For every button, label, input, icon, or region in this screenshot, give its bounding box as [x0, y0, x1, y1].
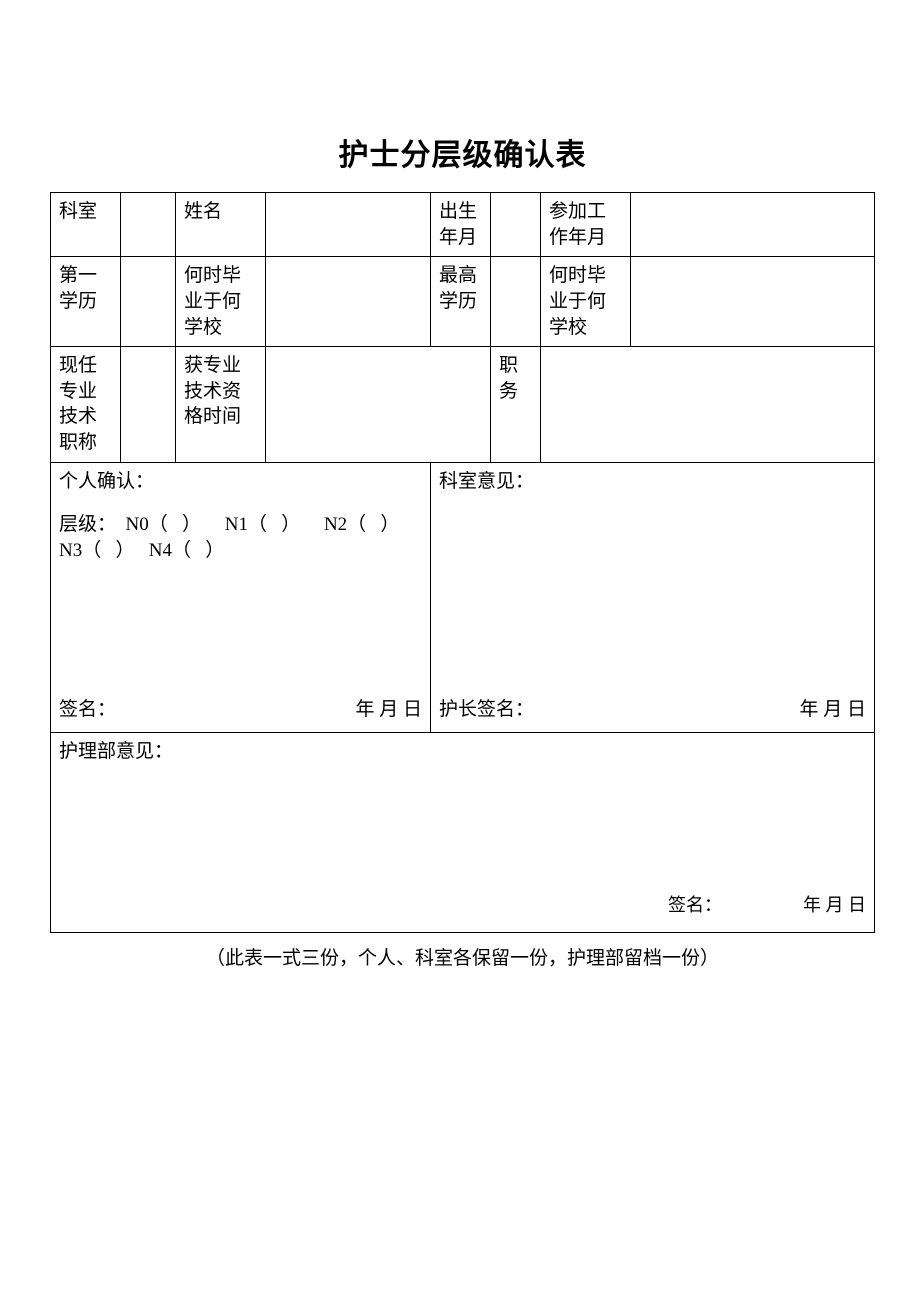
confirmation-table: 科室 姓名 出生年月 参加工作年月 第一学历 何时毕业于何学校 最高学历 何时毕… — [50, 192, 875, 933]
label-highest-degree: 最高学历 — [431, 257, 491, 347]
value-qualification-time[interactable] — [266, 347, 491, 463]
row-basic-info: 科室 姓名 出生年月 参加工作年月 — [51, 193, 875, 257]
label-department: 科室 — [51, 193, 121, 257]
row-education: 第一学历 何时毕业于何学校 最高学历 何时毕业于何学校 — [51, 257, 875, 347]
headnurse-sig-date: 年 月 日 — [799, 697, 866, 724]
value-first-school[interactable] — [266, 257, 431, 347]
value-highest-school[interactable] — [631, 257, 875, 347]
label-position: 职务 — [491, 347, 541, 463]
value-name[interactable] — [266, 193, 431, 257]
value-position[interactable] — [541, 347, 875, 463]
nursing-sig-date: 年 月 日 — [803, 895, 866, 915]
label-qualification-time: 获专业技术资格时间 — [176, 347, 266, 463]
nursing-opinion-title: 护理部意见： — [59, 739, 866, 765]
label-first-degree: 第一学历 — [51, 257, 121, 347]
label-workdate: 参加工作年月 — [541, 193, 631, 257]
value-workdate[interactable] — [631, 193, 875, 257]
label-highest-school: 何时毕业于何学校 — [541, 257, 631, 347]
personal-confirmation-cell[interactable]: 个人确认： 层级： N0（ ） N1（ ） N2（ ） N3（ ） N4（ ） … — [51, 462, 431, 732]
value-highest-degree[interactable] — [491, 257, 541, 347]
value-department[interactable] — [121, 193, 176, 257]
form-title: 护士分层级确认表 — [50, 130, 875, 174]
row-confirmation: 个人确认： 层级： N0（ ） N1（ ） N2（ ） N3（ ） N4（ ） … — [51, 462, 875, 732]
headnurse-sig-label: 护长签名： — [439, 699, 534, 720]
nursing-sig-label: 签名： — [443, 893, 722, 917]
department-opinion-title: 科室意见： — [439, 469, 866, 495]
form-footnote: （此表一式三份，个人、科室各保留一份，护理部留档一份） — [50, 943, 875, 970]
label-name: 姓名 — [176, 193, 266, 257]
row-nursing-opinion: 护理部意见： 签名： 年 月 日 — [51, 732, 875, 932]
value-current-title[interactable] — [121, 347, 176, 463]
value-birth[interactable] — [491, 193, 541, 257]
label-birth: 出生年月 — [431, 193, 491, 257]
headnurse-signature-line[interactable]: 护长签名： 年 月 日 — [439, 697, 866, 724]
department-opinion-cell[interactable]: 科室意见： 护长签名： 年 月 日 — [431, 462, 875, 732]
label-first-school: 何时毕业于何学校 — [176, 257, 266, 347]
personal-signature-line[interactable]: 签名： 年 月 日 — [59, 697, 422, 724]
personal-sig-date: 年 月 日 — [355, 697, 422, 724]
label-current-title: 现任专业技术职称 — [51, 347, 121, 463]
nursing-signature-line[interactable]: 签名： 年 月 日 — [51, 893, 866, 917]
level-selection-line[interactable]: 层级： N0（ ） N1（ ） N2（ ） N3（ ） N4（ ） — [59, 512, 422, 563]
personal-confirmation-title: 个人确认： — [59, 469, 422, 495]
row-title: 现任专业技术职称 获专业技术资格时间 职务 — [51, 347, 875, 463]
value-first-degree[interactable] — [121, 257, 176, 347]
personal-sig-label: 签名： — [59, 699, 116, 720]
nursing-opinion-cell[interactable]: 护理部意见： 签名： 年 月 日 — [51, 732, 875, 932]
